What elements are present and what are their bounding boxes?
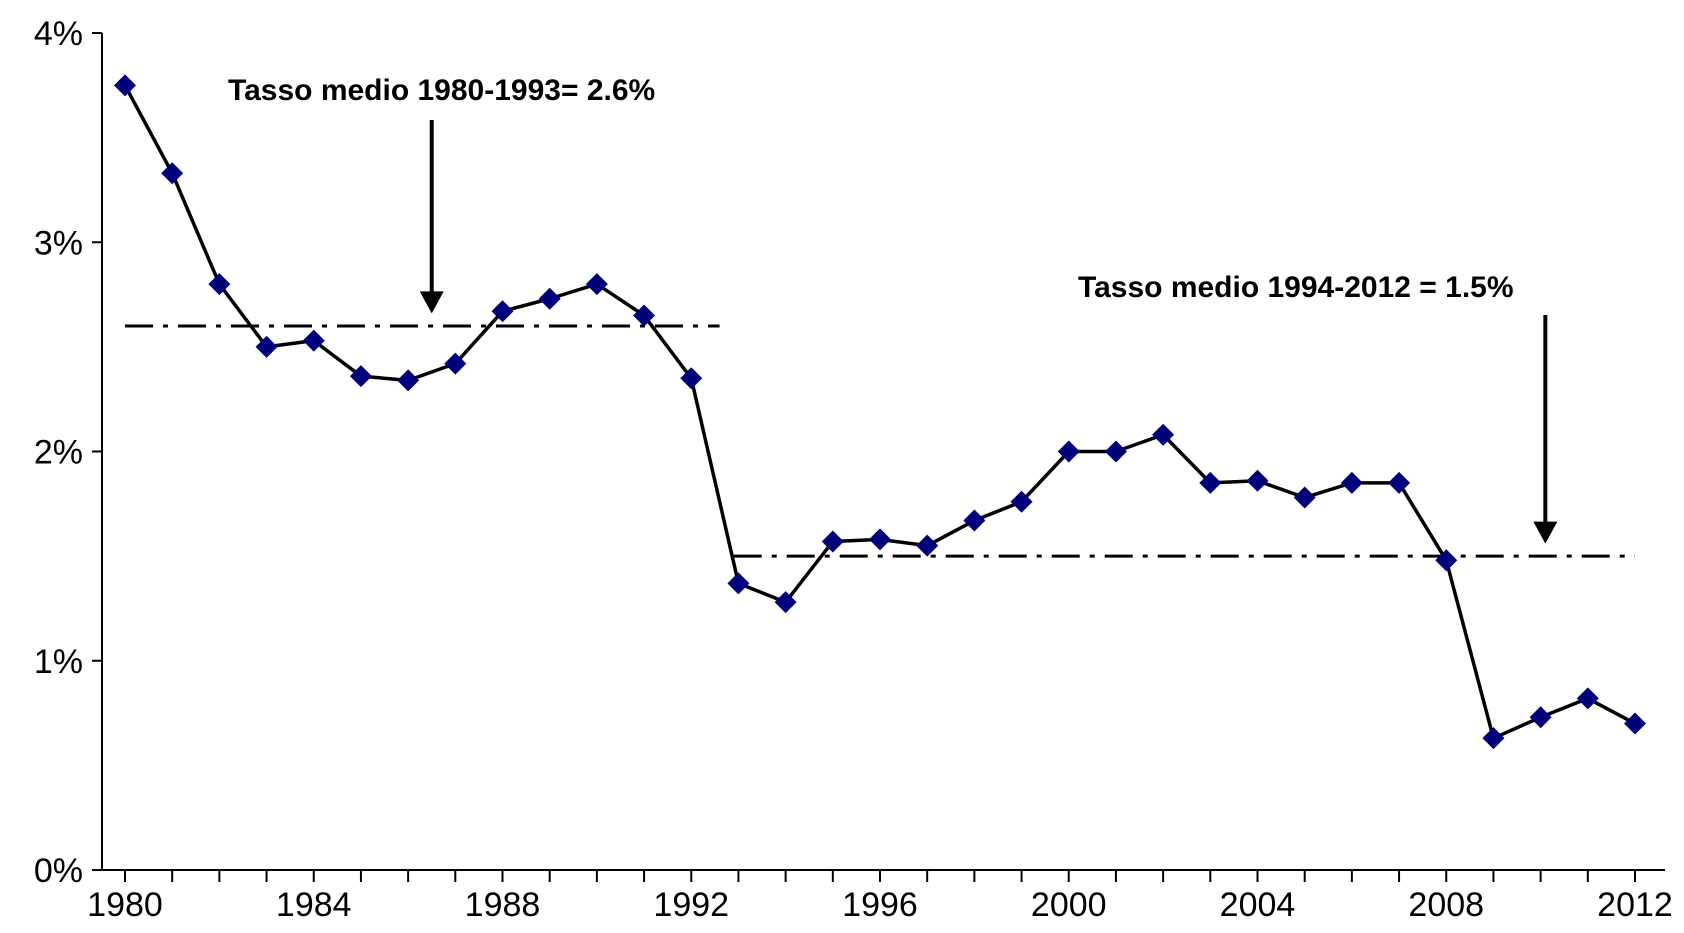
x-tick-label: 1980 [87, 886, 163, 924]
data-point [1529, 706, 1552, 729]
y-tick-label: 3% [34, 224, 83, 262]
annotation-arrow-head [419, 291, 444, 314]
data-point [1057, 440, 1080, 463]
data-point [963, 509, 986, 532]
data-point [1482, 727, 1505, 750]
data-point [491, 300, 514, 323]
data-point [869, 528, 891, 551]
data-point [1435, 549, 1458, 572]
series-group [114, 74, 1646, 750]
average-lines [125, 324, 1635, 558]
data-point [444, 352, 467, 375]
axes: 0% 1% 2% 3% 4% 1980 1984 1988 1992 1996 2000 2004 20… [34, 15, 1673, 924]
data-point [1624, 712, 1646, 735]
data-point [680, 367, 703, 390]
data-point [916, 534, 939, 557]
data-point [1104, 440, 1127, 463]
annotation-label: Tasso medio 1994-2012 = 1.5% [1078, 271, 1514, 304]
annotation-arrow-head [1533, 521, 1558, 544]
data-point [821, 530, 844, 553]
data-point [1246, 469, 1269, 492]
x-tick-label: 2008 [1408, 886, 1484, 924]
x-tick-label: 1988 [465, 886, 541, 924]
data-point [1340, 471, 1363, 494]
data-point [1576, 687, 1599, 710]
data-point [302, 329, 325, 352]
data-point [1388, 471, 1411, 494]
annotation-label: Tasso medio 1980-1993= 2.6% [228, 74, 655, 107]
data-point [349, 365, 372, 388]
y-tick-label: 1% [34, 643, 83, 681]
y-tick-label: 4% [34, 15, 83, 53]
data-point [538, 287, 561, 310]
data-point [397, 369, 420, 392]
data-point [1010, 490, 1033, 513]
data-point [114, 74, 136, 97]
x-tick-label: 1984 [276, 886, 352, 924]
data-point [1199, 471, 1222, 494]
data-point [255, 335, 278, 358]
data-point [727, 572, 750, 595]
data-point [208, 273, 231, 296]
x-tick-label: 1992 [653, 886, 729, 924]
series-line [123, 84, 1636, 740]
x-tick-label: 2004 [1220, 886, 1296, 924]
y-tick-label: 2% [34, 434, 83, 472]
data-point [1293, 486, 1316, 509]
annotations: Tasso medio 1980-1993= 2.6% Tasso medio 1… [228, 74, 1558, 544]
data-point [1152, 423, 1175, 446]
x-tick-label: 1996 [842, 886, 918, 924]
x-tick-label: 2012 [1597, 886, 1673, 924]
x-tick-label: 2000 [1031, 886, 1107, 924]
data-point [774, 591, 797, 614]
data-point [585, 273, 608, 296]
data-point [633, 304, 656, 327]
data-point [161, 162, 184, 185]
y-tick-label: 0% [34, 852, 83, 890]
